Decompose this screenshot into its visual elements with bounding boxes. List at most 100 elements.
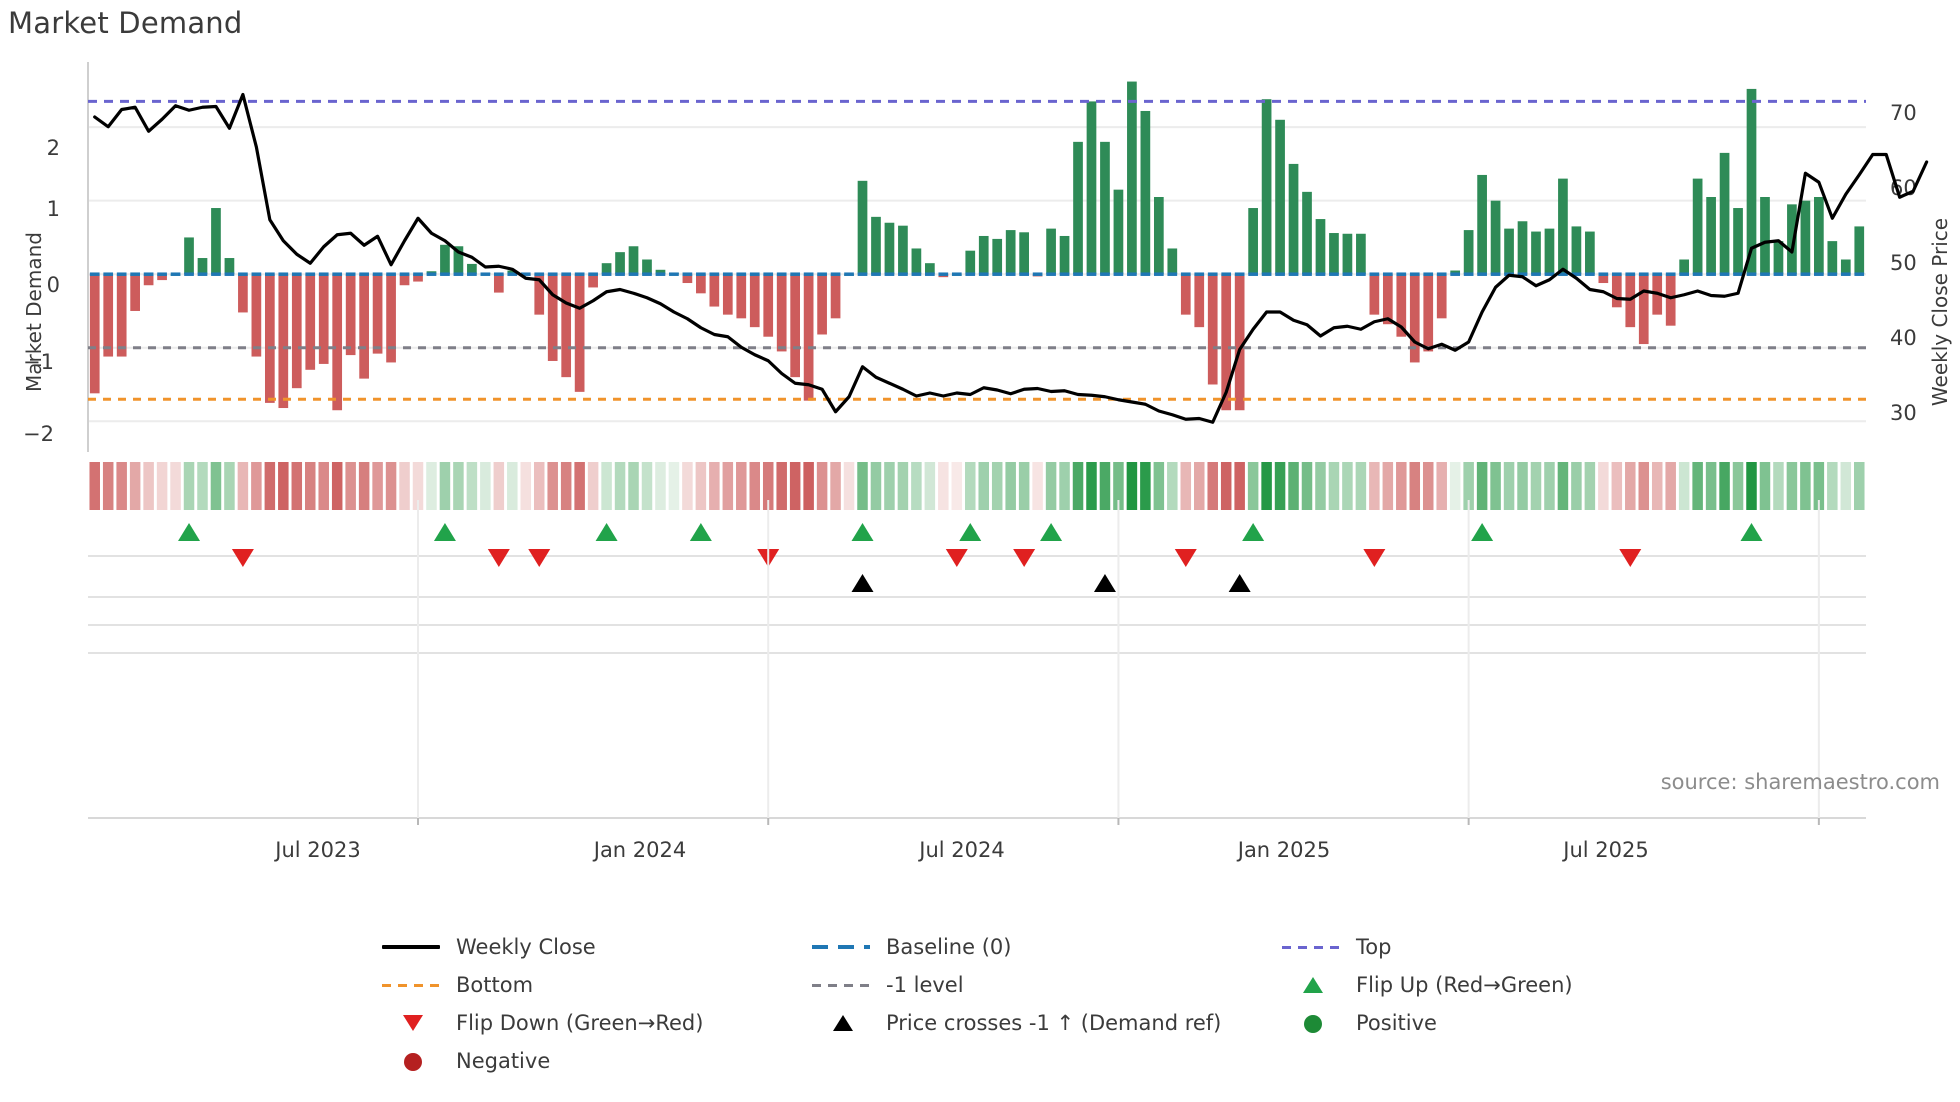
heat-cell (1288, 462, 1299, 510)
demand-bar (1127, 81, 1137, 275)
flip-up-marker[interactable] (1471, 523, 1494, 541)
price-cross-marker[interactable] (1093, 574, 1116, 592)
demand-bar (1706, 197, 1716, 275)
flip-up-marker[interactable] (851, 523, 874, 541)
demand-bar (413, 274, 423, 282)
flip-up-marker[interactable] (689, 523, 712, 541)
heat-cell (1005, 462, 1016, 510)
heat-cell (641, 462, 653, 510)
heat-cell (560, 462, 572, 510)
demand-bar (709, 274, 720, 307)
demand-bar (1423, 274, 1434, 352)
heat-cell (412, 462, 424, 510)
flip-up-marker[interactable] (1040, 523, 1063, 541)
heat-cell (345, 462, 356, 510)
demand-bar (1113, 189, 1124, 275)
heat-cell (1503, 462, 1515, 510)
heat-cell (156, 462, 168, 510)
demand-bar (305, 274, 316, 370)
heat-cell (1301, 462, 1313, 510)
heat-cell (1113, 462, 1124, 510)
flip-down-marker[interactable] (487, 549, 510, 567)
heat-cell (884, 462, 895, 510)
heat-cell (1167, 462, 1178, 510)
flip-up-marker[interactable] (1740, 523, 1763, 541)
heat-cell (965, 462, 976, 510)
demand-bar (238, 274, 248, 313)
flip-up-marker[interactable] (178, 523, 201, 541)
heat-cell (722, 462, 734, 510)
demand-bar (1436, 274, 1447, 319)
heat-cell (803, 462, 814, 510)
circle-red-icon (380, 1048, 442, 1074)
demand-bar (992, 238, 1003, 275)
demand-bar (615, 252, 625, 275)
flip-down-marker[interactable] (1174, 549, 1197, 567)
demand-bar (830, 274, 841, 319)
flip-up-markers (178, 523, 1763, 541)
demand-bar (251, 274, 262, 357)
heat-cell (776, 462, 787, 510)
x-tick-4: Jul 2025 (1563, 838, 1649, 862)
flip-down-marker[interactable] (528, 549, 551, 567)
demand-bar (763, 274, 774, 337)
demand-bar (1153, 197, 1164, 275)
circle-green-icon (1280, 1010, 1342, 1036)
legend-item-baseline[interactable]: Baseline (0) (810, 934, 1280, 960)
heat-cell (668, 462, 680, 510)
price-cross-marker[interactable] (1228, 574, 1251, 592)
heat-cell (1719, 462, 1730, 510)
legend-label: Baseline (0) (886, 935, 1012, 959)
flip-up-marker[interactable] (959, 523, 982, 541)
legend-item-negative[interactable]: Negative (380, 1048, 810, 1074)
legend-label: Flip Down (Green→Red) (456, 1011, 704, 1035)
y-tick-left-2: 0 (46, 273, 60, 297)
legend-item-weekly-close[interactable]: Weekly Close (380, 934, 810, 960)
demand-bar (1046, 228, 1056, 275)
heat-cell (924, 462, 936, 510)
legend-item-flip-up[interactable]: Flip Up (Red→Green) (1280, 972, 1720, 998)
flip-up-marker[interactable] (1242, 523, 1265, 541)
flip-down-marker[interactable] (1619, 549, 1642, 567)
demand-bar (1531, 231, 1541, 275)
demand-bar (601, 263, 612, 275)
demand-heat-strip (89, 462, 1865, 510)
flip-down-marker[interactable] (1013, 549, 1036, 567)
demand-bar (1382, 274, 1393, 325)
heat-cell (1665, 462, 1676, 510)
price-cross-marker[interactable] (851, 574, 874, 592)
demand-bar (507, 270, 518, 275)
legend-item-top[interactable]: Top (1280, 934, 1720, 960)
heat-cell (116, 462, 127, 510)
legend-item-bottom[interactable]: Bottom (380, 972, 810, 998)
heat-cell (264, 462, 276, 510)
flip-down-marker[interactable] (1363, 549, 1386, 567)
demand-bar (440, 244, 450, 275)
heat-cell (1638, 462, 1650, 510)
demand-bar (1019, 232, 1029, 275)
demand-bar (722, 274, 733, 315)
flip-up-marker[interactable] (433, 523, 456, 541)
legend-item-flip-down[interactable]: Flip Down (Green→Red) (380, 1010, 810, 1036)
legend-item-price-cross[interactable]: Price crosses -1 ↑ (Demand ref) (810, 1010, 1280, 1036)
heat-cell (1140, 462, 1151, 510)
heat-cell (1059, 462, 1070, 510)
heat-cell (1342, 462, 1353, 510)
demand-bar (628, 246, 639, 275)
heat-cell (762, 462, 774, 510)
heat-cell (1476, 462, 1488, 510)
heat-cell (911, 462, 922, 510)
legend-item-positive[interactable]: Positive (1280, 1010, 1720, 1036)
flip-down-marker[interactable] (945, 549, 968, 567)
demand-bar (1396, 274, 1407, 337)
heat-cell (1598, 462, 1609, 510)
demand-bar (1100, 141, 1110, 275)
flip-up-marker[interactable] (595, 523, 618, 541)
flip-down-marker[interactable] (231, 549, 254, 567)
y-tick-left-4: −2 (23, 422, 54, 446)
heat-cell (1544, 462, 1555, 510)
heat-cell (305, 462, 316, 510)
legend-item-minus-one-level[interactable]: -1 level (810, 972, 1280, 998)
heat-cell (857, 462, 868, 510)
demand-bar (1221, 274, 1232, 411)
